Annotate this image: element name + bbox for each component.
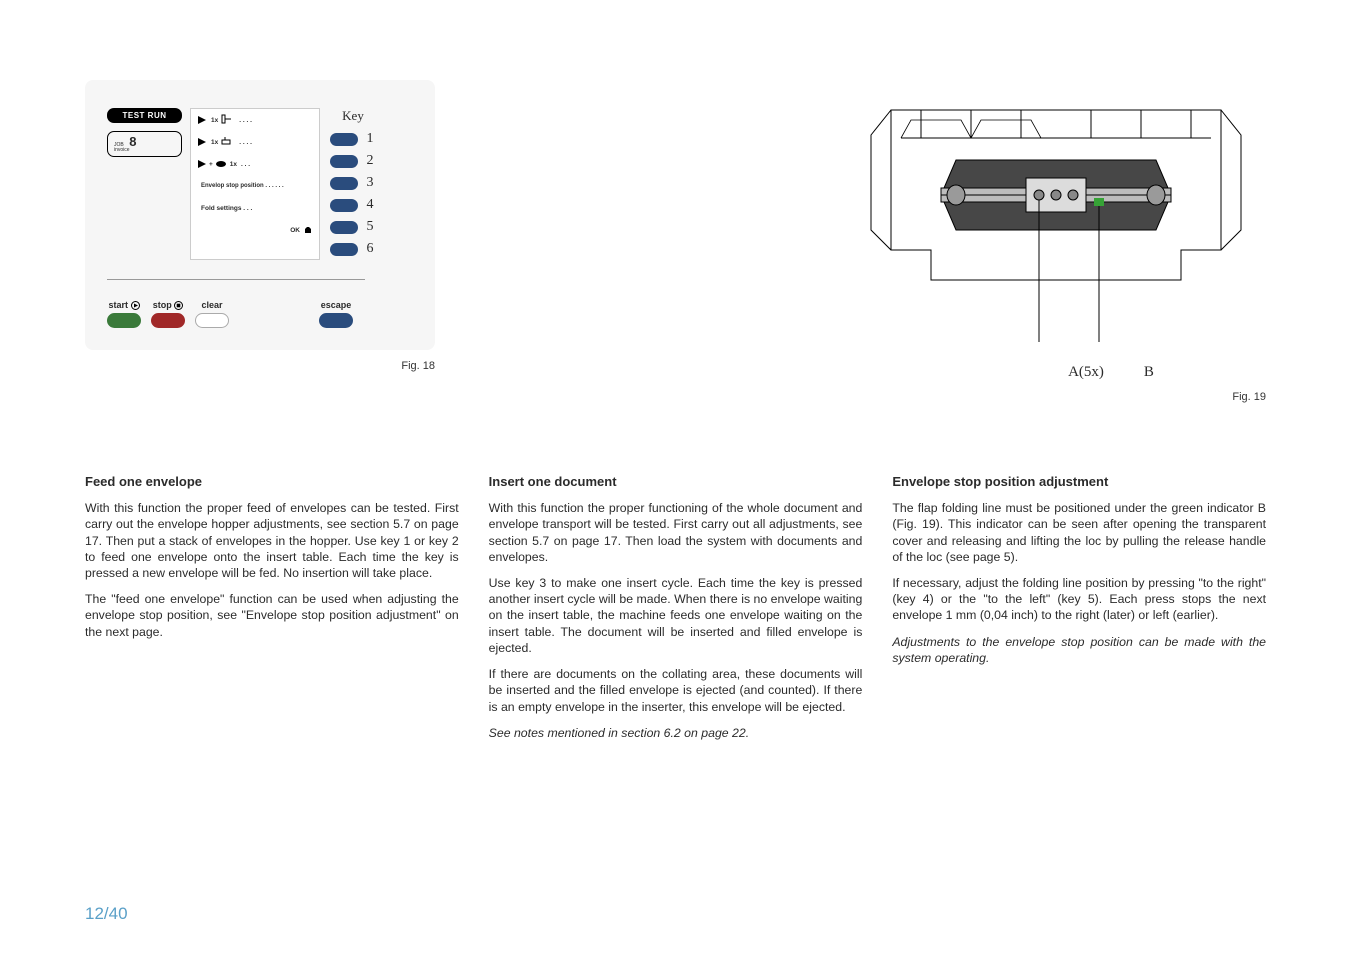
panel-bottom-row: start stop clear escape: [107, 300, 353, 328]
screen-text-2: 1x: [211, 139, 218, 146]
col2-p2: Use key 3 to make one insert cycle. Each…: [489, 575, 863, 656]
dots: . . . .: [239, 117, 252, 124]
col3-heading: Envelope stop position adjustment: [892, 473, 1266, 490]
job-sub: invoice: [114, 148, 130, 153]
escape-button[interactable]: [319, 313, 353, 328]
figures-row: TEST RUN JOB 8 invoice 1x . . . .: [85, 80, 1266, 403]
key-header: Key: [342, 108, 364, 124]
screen-row-1: 1x . . . .: [191, 109, 319, 131]
panel-left-buttons: TEST RUN JOB 8 invoice: [107, 108, 182, 260]
fig18-caption: Fig. 18: [401, 360, 435, 372]
col3-p1: The flap folding line must be positioned…: [892, 500, 1266, 565]
col-3: Envelope stop position adjustment The fl…: [892, 473, 1266, 751]
start-button-group: start: [107, 300, 141, 328]
screen-row-4: Envelop stop position . . . . . .: [191, 175, 319, 197]
control-panel: TEST RUN JOB 8 invoice 1x . . . .: [85, 80, 435, 350]
clear-label: clear: [201, 300, 222, 310]
softkey-1[interactable]: [330, 133, 358, 146]
col2-p1: With this function the proper functionin…: [489, 500, 863, 565]
screen-row-2: 1x . . . .: [191, 131, 319, 153]
fig19-block: A(5x) B Fig. 19: [846, 80, 1266, 403]
key-num-3: 3: [364, 175, 376, 191]
screen-text-5: Fold settings . . .: [201, 205, 252, 212]
fig19-caption: Fig. 19: [1232, 391, 1266, 403]
screen-row-6: OK: [191, 219, 319, 241]
clear-button[interactable]: [195, 313, 229, 328]
screen-text-3: 1x: [230, 161, 237, 168]
stop-button[interactable]: [151, 313, 185, 328]
testrun-button[interactable]: TEST RUN: [107, 108, 182, 123]
screen-text-6: OK: [290, 227, 300, 234]
escape-button-group: escape: [319, 300, 353, 328]
hand-icon: [303, 225, 313, 235]
screen-text-1: 1x: [211, 117, 218, 124]
dots: . . .: [241, 161, 250, 168]
fig19-labels: A(5x) B: [861, 364, 1251, 381]
page-number: 12/40: [85, 904, 128, 924]
dots: . . . .: [239, 139, 252, 146]
key-column: Key 1 2 3 4 5 6: [330, 108, 376, 260]
softkey-2[interactable]: [330, 155, 358, 168]
key-num-4: 4: [364, 197, 376, 213]
col3-p3: Adjustments to the envelope stop positio…: [892, 634, 1266, 666]
col2-p4: See notes mentioned in section 6.2 on pa…: [489, 725, 863, 741]
fig18-block: TEST RUN JOB 8 invoice 1x . . . .: [85, 80, 435, 372]
col3-p2: If necessary, adjust the folding line po…: [892, 575, 1266, 624]
stop-button-group: stop: [151, 300, 185, 328]
start-label: start: [108, 300, 139, 310]
col1-heading: Feed one envelope: [85, 473, 459, 490]
col1-p1: With this function the proper feed of en…: [85, 500, 459, 581]
key-num-1: 1: [364, 131, 376, 147]
fig19-label-b: B: [1144, 364, 1154, 381]
job-number: 8: [129, 134, 136, 149]
divider: [107, 279, 365, 280]
fig19-drawing: [861, 80, 1251, 360]
start-button[interactable]: [107, 313, 141, 328]
screen-text-4: Envelop stop position . . . . . .: [201, 183, 284, 189]
escape-label: escape: [321, 300, 352, 310]
clear-button-group: clear: [195, 300, 229, 328]
text-columns: Feed one envelope With this function the…: [85, 473, 1266, 751]
key-num-2: 2: [364, 153, 376, 169]
softkey-6[interactable]: [330, 243, 358, 256]
plus-icon: +: [209, 161, 213, 168]
key-num-6: 6: [364, 241, 376, 257]
col1-p2: The "feed one envelope" function can be …: [85, 591, 459, 640]
col2-heading: Insert one document: [489, 473, 863, 490]
manual-page: TEST RUN JOB 8 invoice 1x . . . .: [0, 0, 1351, 954]
stop-label: stop: [153, 300, 184, 310]
col-2: Insert one document With this function t…: [489, 473, 863, 751]
col2-p3: If there are documents on the collating …: [489, 666, 863, 715]
lcd-screen: 1x . . . . 1x . . . . +: [190, 108, 320, 260]
col-1: Feed one envelope With this function the…: [85, 473, 459, 751]
screen-row-5: Fold settings . . .: [191, 197, 319, 219]
job-button[interactable]: JOB 8 invoice: [107, 131, 182, 157]
fig19-label-a: A(5x): [1068, 364, 1104, 381]
softkey-4[interactable]: [330, 199, 358, 212]
softkey-3[interactable]: [330, 177, 358, 190]
softkey-5[interactable]: [330, 221, 358, 234]
key-num-5: 5: [364, 219, 376, 235]
screen-row-3: + 1x . . .: [191, 153, 319, 175]
